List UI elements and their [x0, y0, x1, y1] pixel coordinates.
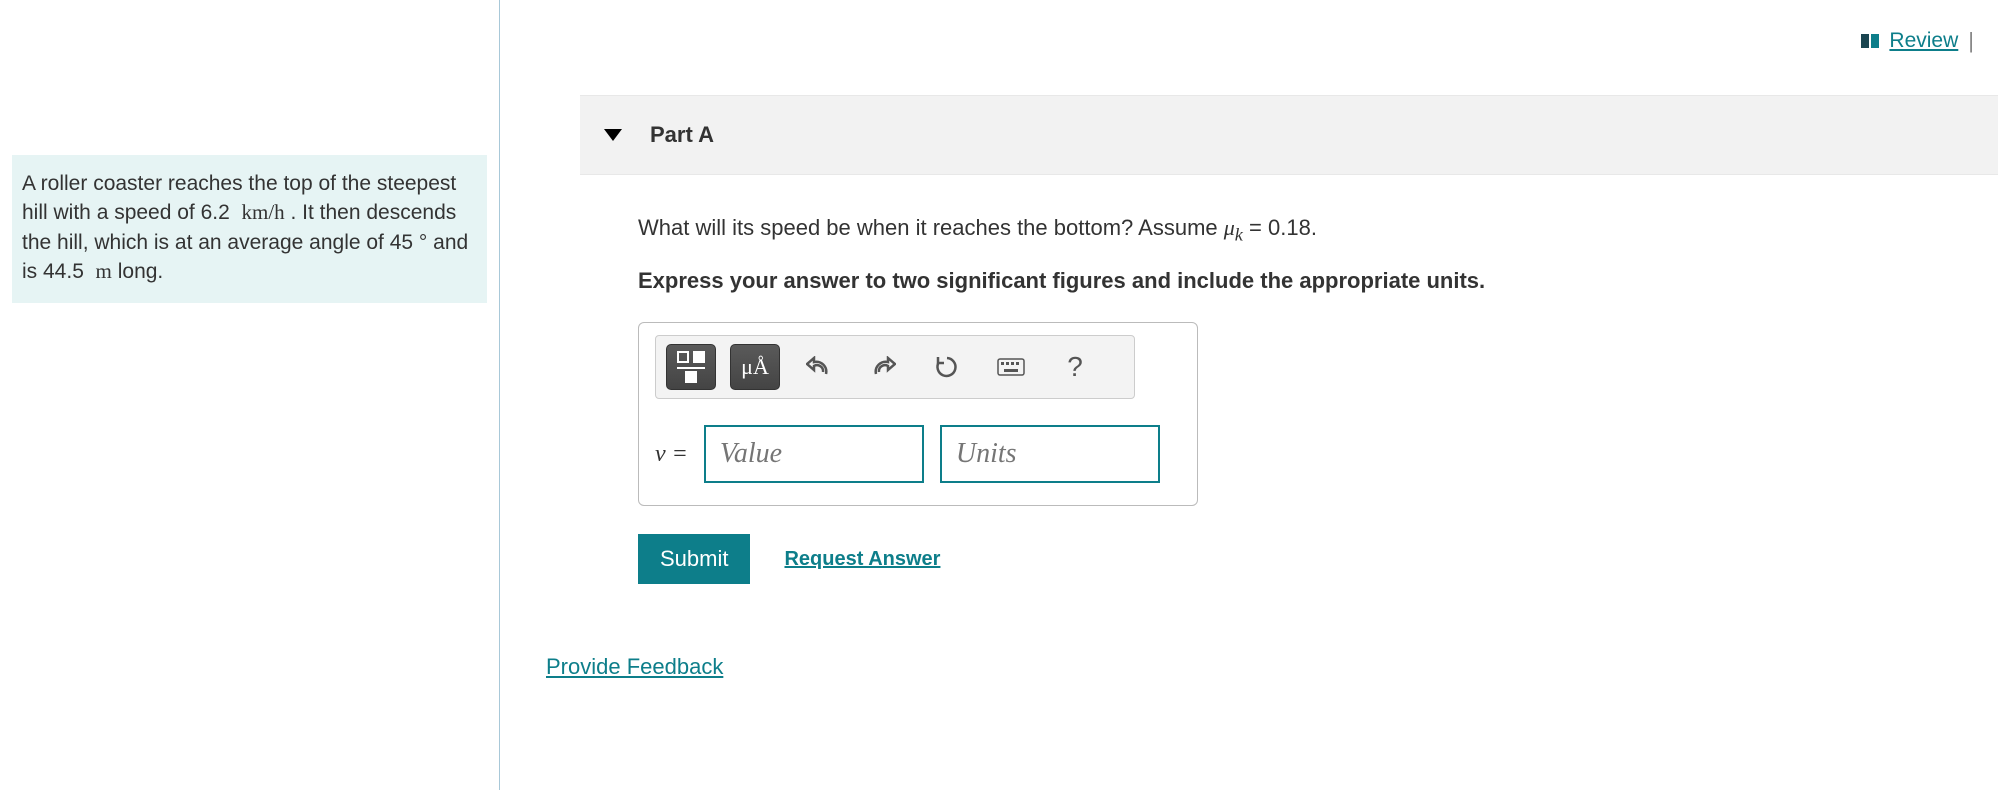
speed-value: 6.2 [201, 201, 230, 224]
part-header[interactable]: Part A [580, 95, 1998, 175]
divider: | [1968, 28, 1974, 54]
question-text: What will its speed be when it reaches t… [638, 213, 1998, 248]
undo-button[interactable] [794, 344, 844, 390]
action-row: Submit Request Answer [638, 534, 1998, 584]
collapse-icon [604, 129, 622, 141]
top-links: Review | [1861, 28, 1974, 54]
reset-icon [934, 354, 960, 380]
problem-statement: A roller coaster reaches the top of the … [12, 155, 487, 303]
redo-button[interactable] [858, 344, 908, 390]
question-pre: What will its speed be when it reaches t… [638, 215, 1224, 240]
request-answer-link[interactable]: Request Answer [784, 548, 940, 571]
fraction-template-button[interactable] [666, 344, 716, 390]
mu-symbol: μ [1224, 215, 1235, 240]
review-icon [1861, 34, 1879, 48]
length-units: m [96, 259, 112, 283]
units-input[interactable] [940, 425, 1160, 483]
redo-icon [870, 356, 896, 378]
answer-instruction: Express your answer to two significant f… [638, 268, 1998, 294]
undo-icon [806, 356, 832, 378]
period: . [1311, 215, 1317, 240]
variable-label: v = [655, 441, 688, 468]
degree-symbol: ° [413, 231, 427, 254]
problem-text-4: long. [112, 260, 163, 283]
answer-panel: Review | Part A What will its speed be w… [500, 0, 1998, 790]
answer-box: μÅ ? v = [638, 322, 1198, 506]
equals-sign: = [1243, 215, 1268, 240]
provide-feedback-link[interactable]: Provide Feedback [546, 654, 723, 680]
part-body: What will its speed be when it reaches t… [638, 213, 1998, 584]
speed-units: km/h [241, 200, 284, 224]
review-link[interactable]: Review [1889, 29, 1958, 53]
length-value: 44.5 [43, 260, 84, 283]
help-button[interactable]: ? [1050, 344, 1100, 390]
equation-toolbar: μÅ ? [655, 335, 1135, 399]
reset-button[interactable] [922, 344, 972, 390]
special-characters-button[interactable]: μÅ [730, 344, 780, 390]
angle-value: 45 [390, 231, 413, 254]
part-title: Part A [650, 122, 714, 148]
mu-value: 0.18 [1268, 215, 1311, 240]
problem-panel: A roller coaster reaches the top of the … [0, 0, 500, 790]
keyboard-button[interactable] [986, 344, 1036, 390]
answer-input-row: v = [655, 425, 1181, 483]
keyboard-icon [997, 358, 1025, 376]
fraction-icon [677, 351, 705, 383]
mu-subscript: k [1235, 224, 1243, 244]
submit-button[interactable]: Submit [638, 534, 750, 584]
value-input[interactable] [704, 425, 924, 483]
